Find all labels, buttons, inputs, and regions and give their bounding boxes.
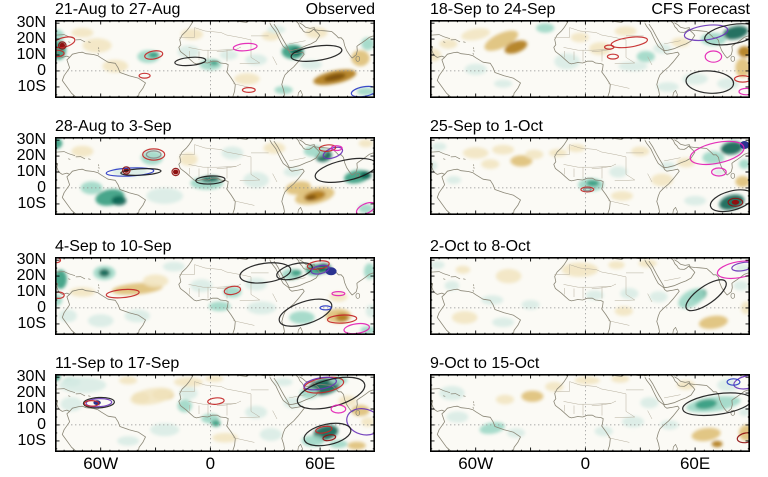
longitude-tick-label: 60E xyxy=(304,454,336,473)
panel-title-row: 9-Oct to 15-Oct xyxy=(430,354,750,373)
longitude-tick-label: 60W xyxy=(83,454,119,473)
anomaly-map xyxy=(55,257,375,335)
map-panel-forecast-week4: 9-Oct to 15-Oct xyxy=(430,355,750,452)
latitude-tick-label: 0 xyxy=(37,178,46,196)
latitude-tick-label: 0 xyxy=(37,61,46,79)
latitude-tick-label: 0 xyxy=(37,415,46,433)
panel-title-row: 11-Sep to 17-Sep xyxy=(55,354,375,373)
longitude-axis-right: 60W 0 60E xyxy=(430,452,750,476)
graticule-dashed-lines xyxy=(55,374,375,452)
latitude-tick-label: 10N xyxy=(16,400,46,417)
latitude-tick-label: 30N xyxy=(16,251,46,269)
latitude-tick-label: 20N xyxy=(16,384,46,402)
panel-date-range: 2-Oct to 8-Oct xyxy=(430,238,531,255)
panel-title-row: 21-Aug to 27-Aug Observed xyxy=(55,0,375,19)
map-panel-observed-week2: 28-Aug to 3-Sep xyxy=(55,118,375,215)
anomaly-map xyxy=(430,257,750,335)
panel-date-range: 11-Sep to 17-Sep xyxy=(55,355,180,372)
latitude-axis-row2: 30N 20N 10N 0 10S xyxy=(0,132,46,215)
map-panel-observed-week3: 4-Sep to 10-Sep xyxy=(55,238,375,335)
contour-outlines xyxy=(82,376,375,447)
longitude-tick-label: 60E xyxy=(679,454,711,473)
latitude-tick-label: 10S xyxy=(17,314,46,332)
map-panel-observed-week1: 21-Aug to 27-Aug Observed xyxy=(55,1,375,98)
panel-date-range: 28-Aug to 3-Sep xyxy=(55,118,172,135)
panel-frame xyxy=(430,137,750,215)
anomaly-shading xyxy=(430,141,750,211)
anomaly-shading xyxy=(55,25,375,96)
latitude-tick-label: 10S xyxy=(17,77,46,95)
latitude-tick-label: 0 xyxy=(37,298,46,316)
anomaly-shading xyxy=(430,23,750,92)
panel-title-row: 25-Sep to 1-Oct xyxy=(430,117,750,136)
panel-title-row: 28-Aug to 3-Sep xyxy=(55,117,375,136)
map-panel-observed-week4: 11-Sep to 17-Sep xyxy=(55,355,375,452)
panel-frame xyxy=(430,257,750,335)
panel-frame xyxy=(55,137,375,215)
graticule-dashed-lines xyxy=(55,20,375,98)
map-panel-forecast-week3: 2-Oct to 8-Oct xyxy=(430,238,750,335)
anomaly-map xyxy=(55,20,375,98)
contour-outlines xyxy=(580,140,750,213)
latitude-tick-label: 10N xyxy=(16,163,46,180)
map-panel-forecast-week1: 18-Sep to 24-Sep CFS Forecast xyxy=(430,1,750,98)
column-header-observed: Observed xyxy=(305,1,375,18)
latitude-axis-row3: 30N 20N 10N 0 10S xyxy=(0,252,46,335)
anomaly-map xyxy=(55,374,375,452)
contour-outlines xyxy=(55,257,370,335)
panel-title-row: 4-Sep to 10-Sep xyxy=(55,237,375,256)
graticule-dashed-lines xyxy=(430,257,750,335)
latitude-tick-label: 20N xyxy=(16,147,46,165)
anomaly-map xyxy=(430,374,750,452)
panel-frame xyxy=(55,20,375,98)
anomaly-shading xyxy=(430,259,750,329)
longitude-tick-label: 0 xyxy=(205,454,216,473)
longitude-axis-left: 60W 0 60E xyxy=(55,452,375,476)
graticule-dashed-lines xyxy=(55,257,375,335)
panel-title-row: 2-Oct to 8-Oct xyxy=(430,237,750,256)
latitude-tick-label: 10N xyxy=(16,46,46,63)
latitude-tick-label: 30N xyxy=(16,368,46,386)
anomaly-shading xyxy=(439,374,750,448)
latitude-tick-label: 20N xyxy=(16,30,46,48)
latitude-tick-label: 30N xyxy=(16,131,46,149)
graticule-dashed-lines xyxy=(430,374,750,452)
latitude-axis-row1: 30N 20N 10N 0 10S xyxy=(0,15,46,98)
latitude-tick-label: 20N xyxy=(16,267,46,285)
latitude-tick-label: 10S xyxy=(17,194,46,212)
latitude-tick-label: 10S xyxy=(17,431,46,449)
contour-outlines xyxy=(603,23,750,96)
anomaly-map xyxy=(430,20,750,98)
panel-date-range: 4-Sep to 10-Sep xyxy=(55,238,172,255)
latitude-tick-label: 30N xyxy=(16,14,46,32)
panel-frame xyxy=(430,374,750,452)
panel-date-range: 21-Aug to 27-Aug xyxy=(55,1,181,18)
panel-date-range: 25-Sep to 1-Oct xyxy=(430,118,543,135)
column-header-forecast: CFS Forecast xyxy=(651,1,750,18)
panel-frame xyxy=(55,257,375,335)
panel-date-range: 9-Oct to 15-Oct xyxy=(430,355,540,372)
anomaly-map xyxy=(55,137,375,215)
latitude-axis-row4: 30N 20N 10N 0 10S xyxy=(0,369,46,452)
contour-outlines xyxy=(55,36,375,98)
graticule-dashed-lines xyxy=(55,137,375,215)
longitude-tick-label: 60W xyxy=(458,454,494,473)
latitude-tick-label: 10N xyxy=(16,283,46,300)
map-panel-forecast-week2: 25-Sep to 1-Oct xyxy=(430,118,750,215)
graticule-dashed-lines xyxy=(430,20,750,98)
contour-outlines xyxy=(105,144,375,215)
panel-frame xyxy=(430,20,750,98)
panel-frame xyxy=(55,374,375,452)
panel-date-range: 18-Sep to 24-Sep xyxy=(430,1,556,18)
anomaly-map xyxy=(430,137,750,215)
panel-title-row: 18-Sep to 24-Sep CFS Forecast xyxy=(430,0,750,19)
contour-outlines xyxy=(685,260,750,312)
longitude-tick-label: 0 xyxy=(580,454,591,473)
